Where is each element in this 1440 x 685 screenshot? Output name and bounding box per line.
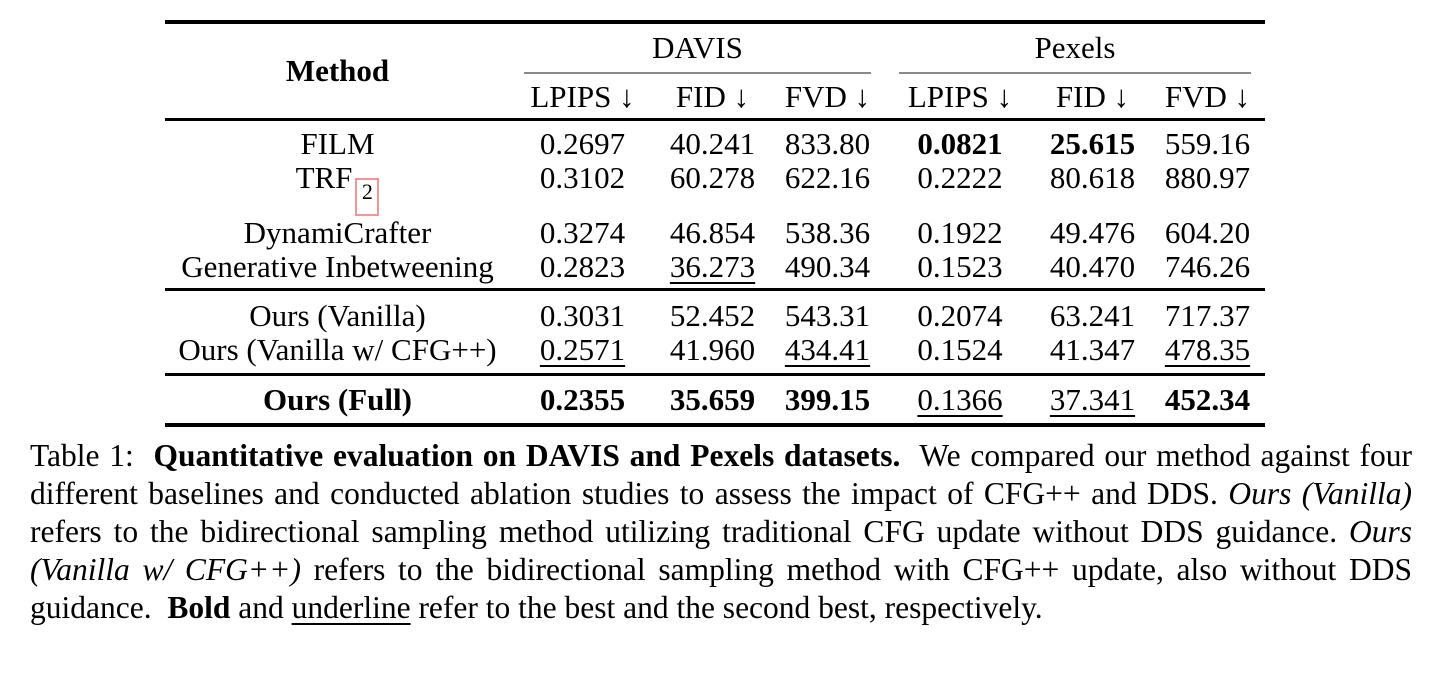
- metric-value: 0.2074: [917, 298, 1003, 333]
- metric-value: 41.960: [669, 332, 756, 367]
- method-name: Generative Inbetweening: [181, 249, 494, 284]
- caption-segment: Ours (Vanilla w/ CFG++): [30, 514, 1420, 587]
- col-header-pexels-fvd: FVD ↓: [1164, 79, 1251, 114]
- metric-value: 0.2355: [539, 382, 626, 417]
- method-name: TRF 2: [165, 161, 510, 216]
- metric-value: 80.618: [1049, 160, 1136, 195]
- ablation-section: Ours (Vanilla) 0.3031 52.452 543.31 0.2074 63…: [165, 291, 1265, 373]
- table-caption: Table 1: Quantitative evaluation on DAVI…: [30, 437, 1412, 627]
- caption-segment: Table 1:: [30, 438, 154, 473]
- caption-segment: Quantitative evaluation on DAVIS and Pex…: [153, 438, 901, 473]
- metric-value: 622.16: [784, 160, 871, 195]
- metric-value: 538.36: [784, 215, 871, 250]
- col-header-davis-fid: FID ↓: [675, 79, 750, 114]
- baselines-section: FILM 0.2697 40.241 833.80 0.0821 25.615 559.16…: [165, 121, 1265, 288]
- metric-value: 0.2823: [539, 249, 626, 284]
- metric-value: 0.2222: [917, 160, 1003, 195]
- metric-value: 0.0821: [917, 126, 1003, 161]
- method-name: FILM: [300, 126, 375, 161]
- caption-segment: We compared our method against four diff…: [30, 438, 1420, 511]
- col-header-davis-fvd: FVD ↓: [784, 79, 871, 114]
- table-row: TRF 2 0.3102 60.278 622.16 0.2222 80.618 880.97: [165, 161, 1265, 216]
- method-name: Ours (Vanilla w/ CFG++): [178, 332, 497, 367]
- table-row: Generative Inbetweening 0.2823 36.273 490.3…: [165, 250, 1265, 284]
- metric-value: 40.470: [1049, 249, 1136, 284]
- metric-value: 833.80: [784, 126, 871, 161]
- davis-group-header: DAVIS: [510, 24, 885, 74]
- metric-value: 35.659: [669, 382, 756, 417]
- metric-value: 717.37: [1164, 298, 1251, 333]
- metric-value: 0.1922: [917, 215, 1003, 250]
- metric-value: 452.34: [1164, 382, 1251, 417]
- final-section: Ours (Full) 0.2355 35.659 399.15 0.1366 37.34…: [165, 376, 1265, 423]
- metric-value: 0.1524: [917, 332, 1003, 367]
- pexels-group-header: Pexels: [885, 24, 1265, 74]
- metric-value: 37.341: [1049, 382, 1136, 417]
- metric-value: 0.3274: [539, 215, 626, 250]
- metric-value: 40.241: [669, 126, 756, 161]
- table-row: Ours (Vanilla w/ CFG++) 0.2571 41.960 434.4…: [165, 333, 1265, 367]
- metric-value: 52.452: [669, 298, 756, 333]
- col-header-davis-lpips: LPIPS ↓: [530, 79, 635, 114]
- table-row: DynamiCrafter 0.3274 46.854 538.36 0.1922 49.…: [165, 216, 1265, 250]
- method-column-header: Method: [285, 53, 390, 88]
- table-row: Ours (Vanilla) 0.3031 52.452 543.31 0.2074 63…: [165, 299, 1265, 333]
- metric-value: 880.97: [1164, 160, 1251, 195]
- method-name: Ours (Full): [263, 382, 412, 417]
- metric-value: 46.854: [669, 215, 756, 250]
- davis-cmidrule: [524, 72, 871, 74]
- dataset-group-row: DAVIS Pexels: [510, 24, 1265, 74]
- metric-value: 478.35: [1164, 332, 1251, 367]
- caption-segment: Ours (Vanilla): [1228, 476, 1413, 511]
- metric-value: 60.278: [669, 160, 756, 195]
- metric-value: 36.273: [669, 249, 756, 284]
- caption-segment: refer to the best and the second best, r…: [410, 590, 1043, 625]
- col-header-pexels-lpips: LPIPS ↓: [907, 79, 1013, 114]
- metric-value: 559.16: [1164, 126, 1251, 161]
- metric-value: 434.41: [784, 332, 871, 367]
- pexels-cmidrule: [899, 72, 1251, 74]
- method-name: DynamiCrafter: [243, 215, 432, 250]
- metric-value: 490.34: [784, 249, 871, 284]
- metric-value: 0.1366: [917, 382, 1003, 417]
- table-bottomrule: [165, 423, 1265, 427]
- metric-subheader-row: LPIPS ↓ FID ↓ FVD ↓ LPIPS ↓ FID ↓ FVD ↓: [510, 74, 1265, 118]
- caption-segment: underline: [291, 590, 411, 625]
- citation-link[interactable]: 2: [355, 178, 380, 216]
- metric-value: 0.3102: [539, 160, 626, 195]
- method-name: Ours (Vanilla): [249, 298, 426, 333]
- metrics-header: DAVIS Pexels LPIPS ↓ FID ↓ FVD ↓ LPIPS ↓…: [510, 24, 1265, 118]
- metric-value: 41.347: [1049, 332, 1136, 367]
- metric-value: 63.241: [1049, 298, 1136, 333]
- table-midrule-1: [165, 288, 1265, 291]
- results-table: Method DAVIS Pexels LPIPS ↓ FID ↓ FVD ↓ …: [165, 20, 1265, 427]
- table-row: FILM 0.2697 40.241 833.80 0.0821 25.615 559.16: [165, 127, 1265, 161]
- metric-value: 49.476: [1049, 215, 1136, 250]
- caption-segment: and: [230, 590, 292, 625]
- metric-value: 604.20: [1164, 215, 1251, 250]
- col-header-pexels-fid: FID ↓: [1055, 79, 1130, 114]
- metric-value: 746.26: [1164, 249, 1251, 284]
- caption-segment: Bold: [167, 590, 231, 625]
- metric-value: 0.3031: [539, 298, 626, 333]
- metric-value: 399.15: [784, 382, 871, 417]
- table-row: Ours (Full) 0.2355 35.659 399.15 0.1366 37.34…: [165, 383, 1265, 417]
- davis-group-label: DAVIS: [652, 30, 743, 65]
- pexels-group-label: Pexels: [1034, 30, 1116, 65]
- table-headrule: [165, 118, 1265, 121]
- metric-value: 25.615: [1049, 126, 1136, 161]
- caption-segment: refers to the bidirectional sampling met…: [30, 552, 1420, 625]
- table-midrule-2: [165, 373, 1265, 376]
- table-toprule: [165, 20, 1265, 24]
- metric-value: 543.31: [784, 298, 871, 333]
- metric-value: 0.1523: [917, 249, 1003, 284]
- table-header: Method DAVIS Pexels LPIPS ↓ FID ↓ FVD ↓ …: [165, 24, 1265, 118]
- metric-value: 0.2571: [539, 332, 626, 367]
- metric-value: 0.2697: [539, 126, 626, 161]
- caption-segment: refers to the bidirectional sampling met…: [30, 476, 1420, 549]
